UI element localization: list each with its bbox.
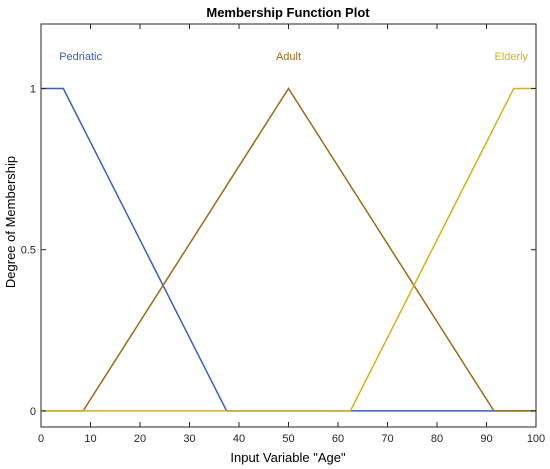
series-layer	[41, 87, 536, 412]
x-tick-label: 80	[431, 433, 443, 445]
x-tick-label: 20	[134, 433, 146, 445]
x-tick-label: 40	[233, 433, 245, 445]
x-tick-label: 70	[381, 433, 393, 445]
y-tick-label: 0.5	[21, 245, 36, 257]
chart-title: Membership Function Plot	[206, 5, 370, 20]
x-tick-label: 0	[38, 433, 44, 445]
x-tick-label: 100	[527, 433, 545, 445]
series-label-pedriatic: Pedriatic	[59, 51, 102, 63]
x-axis-ticks: 0 10 20 30 40 50 60 70 80 90 100	[38, 24, 545, 445]
x-tick-label: 50	[282, 433, 294, 445]
series-label-elderly: Elderly	[494, 51, 528, 63]
x-tick-label: 60	[332, 433, 344, 445]
x-tick-label: 30	[183, 433, 195, 445]
series-labels: Pedriatic Adult Elderly	[59, 51, 528, 63]
x-tick-label: 10	[84, 433, 96, 445]
series-line-elderly	[41, 87, 536, 412]
x-tick-label: 90	[480, 433, 492, 445]
y-tick-label: 1	[30, 83, 36, 95]
series-label-adult: Adult	[276, 51, 301, 63]
series-line-pedriatic	[41, 87, 536, 412]
y-axis-title: Degree of Membership	[3, 156, 18, 288]
y-axis-ticks: 00.51	[21, 83, 536, 418]
plot-area-frame	[40, 23, 537, 428]
y-tick-label: 0	[30, 406, 36, 418]
x-axis-title: Input Variable "Age"	[230, 450, 346, 465]
